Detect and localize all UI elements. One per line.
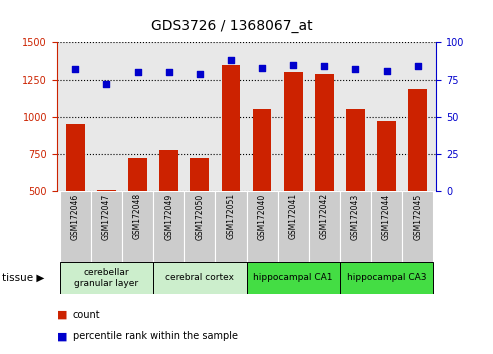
- Point: [383, 68, 390, 74]
- Text: GSM172045: GSM172045: [413, 193, 422, 240]
- Point: [103, 81, 110, 87]
- Text: GSM172043: GSM172043: [351, 193, 360, 240]
- Bar: [309, 191, 340, 262]
- Bar: [153, 262, 246, 294]
- Text: GSM172041: GSM172041: [289, 193, 298, 239]
- Bar: [222, 65, 240, 266]
- Text: percentile rank within the sample: percentile rank within the sample: [73, 331, 238, 341]
- Bar: [377, 121, 396, 266]
- Point: [165, 69, 173, 75]
- Bar: [60, 262, 153, 294]
- Bar: [190, 159, 209, 266]
- Text: tissue ▶: tissue ▶: [2, 273, 45, 283]
- Text: count: count: [73, 310, 101, 320]
- Bar: [97, 190, 116, 266]
- Point: [320, 63, 328, 69]
- Point: [258, 65, 266, 70]
- Text: GSM172042: GSM172042: [320, 193, 329, 239]
- Text: hippocampal CA1: hippocampal CA1: [253, 273, 333, 282]
- Point: [289, 62, 297, 68]
- Text: GSM172047: GSM172047: [102, 193, 111, 240]
- Text: hippocampal CA3: hippocampal CA3: [347, 273, 426, 282]
- Text: GSM172040: GSM172040: [257, 193, 267, 240]
- Text: cerebral cortex: cerebral cortex: [165, 273, 234, 282]
- Text: cerebellar
granular layer: cerebellar granular layer: [74, 268, 139, 287]
- Point: [227, 57, 235, 63]
- Text: GSM172048: GSM172048: [133, 193, 142, 239]
- Bar: [66, 124, 85, 266]
- Bar: [128, 159, 147, 266]
- Text: GSM172051: GSM172051: [226, 193, 236, 239]
- Bar: [371, 191, 402, 262]
- Text: GSM172050: GSM172050: [195, 193, 204, 240]
- Text: GSM172046: GSM172046: [71, 193, 80, 240]
- Bar: [253, 109, 271, 266]
- Bar: [408, 89, 427, 266]
- Bar: [284, 72, 303, 266]
- Text: ■: ■: [57, 331, 67, 341]
- Point: [71, 67, 79, 72]
- Bar: [246, 191, 278, 262]
- Bar: [346, 109, 365, 266]
- Bar: [340, 191, 371, 262]
- Text: GSM172044: GSM172044: [382, 193, 391, 240]
- Bar: [246, 262, 340, 294]
- Bar: [159, 149, 178, 266]
- Bar: [91, 191, 122, 262]
- Bar: [278, 191, 309, 262]
- Point: [134, 69, 141, 75]
- Bar: [60, 191, 91, 262]
- Bar: [315, 74, 334, 266]
- Point: [414, 63, 422, 69]
- Bar: [153, 191, 184, 262]
- Bar: [215, 191, 246, 262]
- Bar: [122, 191, 153, 262]
- Bar: [184, 191, 215, 262]
- Text: ■: ■: [57, 310, 67, 320]
- Text: GSM172049: GSM172049: [164, 193, 173, 240]
- Bar: [340, 262, 433, 294]
- Bar: [402, 191, 433, 262]
- Point: [352, 67, 359, 72]
- Point: [196, 71, 204, 76]
- Text: GDS3726 / 1368067_at: GDS3726 / 1368067_at: [151, 19, 313, 34]
